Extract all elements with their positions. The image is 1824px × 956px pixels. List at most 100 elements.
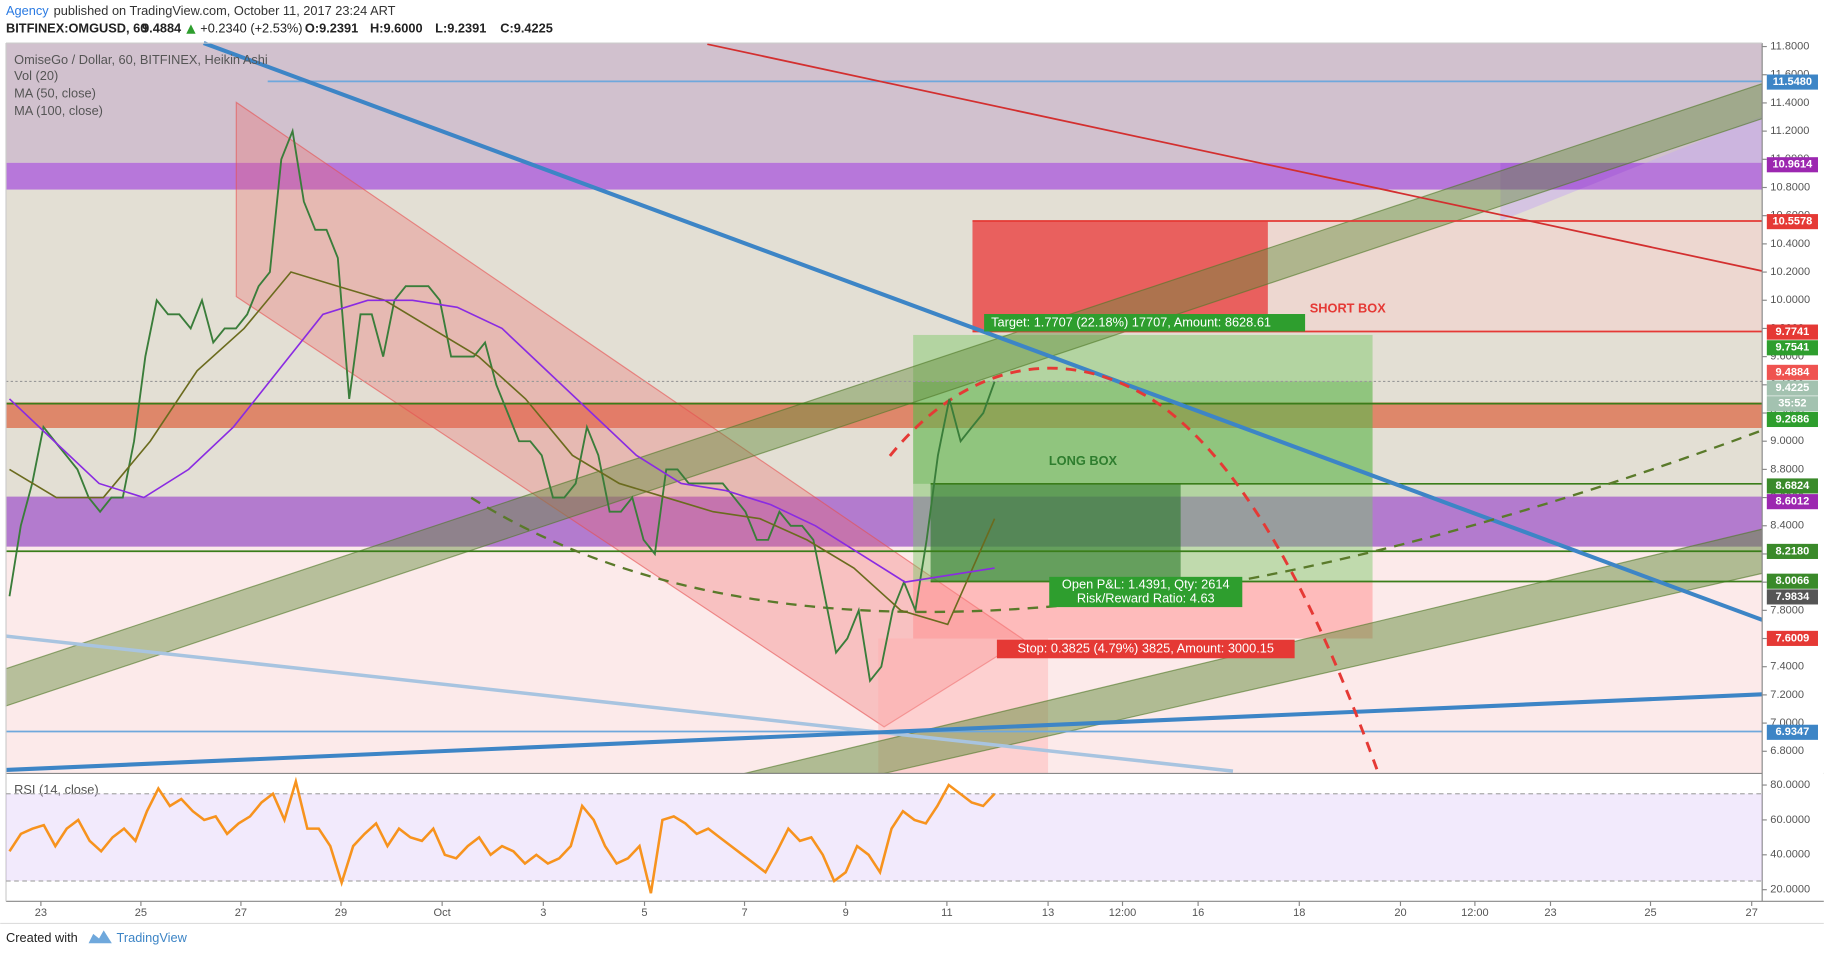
y-tick-label: 40.0000 [1770,849,1810,861]
target-label: Target: 1.7707 (22.18%) 17707, Amount: 8… [991,315,1271,330]
rsi-title: RSI (14, close) [14,782,99,797]
x-tick-label: 27 [235,907,247,919]
short-zone [1267,220,1763,332]
projection-curve [470,429,1763,614]
y-tick-label: 9.0000 [1770,435,1804,447]
x-tick-label: 12:00 [1461,907,1489,919]
price-label-box [1766,573,1818,589]
price-label: 6.9347 [1776,726,1810,738]
price-scale [1762,43,1824,902]
price-label: 8.0066 [1776,575,1810,587]
red-band [6,402,1763,428]
price-label-box [1766,380,1818,396]
y-tick-label: 11.4000 [1770,97,1809,109]
long-box-label: LONG BOX [1049,453,1118,468]
x-tick-label: 13 [1042,907,1054,919]
price-label-box [1766,543,1818,559]
footer-text: Created with [6,930,78,945]
brand[interactable]: Agency [6,3,49,18]
trend-line [707,43,1763,272]
y-tick-label: 7.2000 [1770,689,1804,701]
projection-curve [888,366,1380,774]
price-label: 10.9614 [1772,159,1813,171]
price-label: 11.5480 [1773,76,1812,88]
x-tick-label: 27 [1746,907,1758,919]
logo [88,930,112,944]
published: published on TradingView.com, October 11… [54,3,396,18]
short-box-label: SHORT BOX [1310,301,1386,316]
up-arrow [186,24,196,34]
price-label: 10.5578 [1772,216,1812,228]
y-tick-label: 6.8000 [1770,745,1804,757]
x-tick-label: 3 [540,907,546,919]
price-label-box [1766,630,1818,646]
x-tick-label: 11 [941,907,952,919]
y-tick-label: 7.4000 [1770,661,1804,673]
plot: 6.80007.00007.20007.40007.60007.80008.00… [6,40,1818,919]
x-tick-label: 18 [1293,907,1305,919]
pnl-box [1049,576,1243,608]
x-tick-label: 23 [1544,907,1556,919]
price-label: 8.6824 [1776,480,1811,492]
price-label-box [1766,74,1818,90]
long-box [913,381,1373,484]
trend-line [5,634,1234,773]
price-label-box [1766,157,1818,173]
x-tick-label: 20 [1394,907,1406,919]
price-label: 9.2686 [1776,413,1810,425]
price-label: 7.6009 [1776,632,1810,644]
y-tick-label: 20.0000 [1770,884,1810,896]
x-tick-label: 25 [135,907,147,919]
target-box [984,314,1306,332]
x-tick-label: 25 [1644,907,1656,919]
zone [6,43,1763,163]
x-tick-label: 29 [335,907,347,919]
y-tick-label: 8.8000 [1770,463,1804,475]
countdown: 35:52 [1778,398,1806,410]
y-tick-label: 80.0000 [1770,779,1810,791]
y-tick-label: 8.4000 [1770,520,1804,532]
long-box-inner [930,483,1181,582]
y-tick-label: 11.8000 [1770,40,1809,52]
price-label-box [1766,589,1818,605]
price-label-box [1766,411,1818,428]
price-label: 8.2180 [1776,545,1810,557]
legend-entry: MA (100, close) [14,103,103,118]
y-tick-label: 11.2000 [1770,125,1809,137]
stop-label: Stop: 0.3825 (4.79%) 3825, Amount: 3000.… [1018,640,1275,655]
price-label-box [1766,214,1818,230]
footer-brand[interactable]: TradingView [116,930,187,945]
symbol: BITFINEX:OMGUSD, 60 [6,20,147,35]
y-tick-label: 60.0000 [1770,814,1810,826]
price-label: 7.9834 [1776,591,1811,603]
y-tick-label: 10.8000 [1770,181,1810,193]
ohlc-close: C:9.4225 [500,20,553,35]
y-tick-label: 10.0000 [1770,294,1810,306]
series-line [8,299,995,583]
countdown-box [1766,396,1818,412]
drawings [5,41,1763,774]
change: +0.2340 (+2.53%) [200,20,302,35]
trend-line [203,41,1763,622]
x-tick-label: 23 [35,907,47,919]
y-tick-label: 10.2000 [1770,266,1810,278]
purple-band [6,496,1763,547]
zone [6,189,1763,547]
ohlc-low: L:9.2391 [435,20,486,35]
legend-entry: MA (50, close) [14,86,96,101]
price-label: 9.4225 [1776,382,1810,394]
series-line [8,127,996,684]
last-price: 9.4884 [142,20,182,35]
indicator-label: Vol (20) [14,68,58,83]
price-label-box [1766,324,1818,340]
x-tick-label: 5 [641,907,647,919]
series-line [9,271,996,626]
x-tick-label: 9 [843,907,849,919]
price-label: 9.4884 [1776,366,1811,378]
pnl-label: Open P&L: 1.4391, Qty: 2614 [1062,576,1230,591]
y-tick-label: 10.4000 [1770,238,1810,250]
price-label: 9.7541 [1776,342,1810,354]
ohlc-high: H:9.6000 [370,20,423,35]
price-label-box [1766,364,1818,380]
